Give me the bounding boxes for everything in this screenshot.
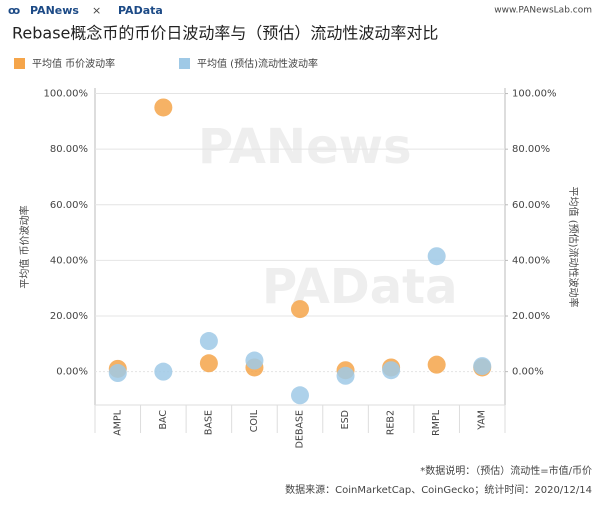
y2-tick-label: 20.00%	[512, 311, 550, 322]
y-tick-label: 100.00%	[44, 89, 89, 100]
x-tick-label: RMPL	[431, 409, 442, 436]
watermark: PAData	[262, 259, 458, 315]
y-axis-title: 平均值 币价波动率	[18, 205, 31, 288]
chart-title: Rebase概念币的币价日波动率与（预估）流动性波动率对比	[12, 24, 438, 43]
note: *数据说明：（预估）流动性=市值/币价	[420, 464, 592, 477]
y2-tick-label: 40.00%	[512, 255, 550, 266]
x-tick-label: ESD	[340, 410, 351, 429]
dot	[199, 354, 218, 373]
legend-swatch	[179, 58, 190, 69]
legend-swatch	[14, 58, 25, 69]
x-tick-label: DEBASE	[295, 410, 306, 448]
legend-label: 平均值 (预估)流动性波动率	[197, 57, 318, 70]
dot	[291, 386, 309, 405]
brand: PAData	[118, 4, 163, 17]
y-tick-label: 80.00%	[50, 144, 88, 155]
logo: ꝏ	[8, 4, 20, 17]
dot	[382, 361, 401, 380]
dot	[108, 364, 127, 383]
x-tick-label: REB2	[386, 410, 397, 435]
dot	[336, 366, 355, 385]
y2-tick-label: 80.00%	[512, 144, 550, 155]
dot	[154, 98, 173, 117]
dot	[245, 351, 264, 370]
x-tick-label: YAM	[477, 410, 488, 431]
y-tick-label: 60.00%	[50, 200, 88, 211]
x-tick-label: BASE	[203, 410, 214, 435]
dot	[427, 355, 446, 374]
x-tick-label: AMPL	[112, 409, 123, 435]
y2-tick-label: 0.00%	[512, 367, 544, 378]
watermark: PANews	[198, 119, 412, 175]
x-tick-label: BAC	[158, 410, 169, 430]
y2-axis-title: 平均值 (预估)流动性波动率	[567, 187, 580, 308]
brand: ×	[92, 4, 101, 17]
url: www.PANewsLab.com	[494, 6, 592, 16]
x-tick-label: COIL	[249, 409, 260, 432]
dot	[473, 357, 492, 376]
y-tick-label: 0.00%	[56, 367, 88, 378]
y2-tick-label: 60.00%	[512, 200, 550, 211]
brand: PANews	[30, 4, 79, 17]
y-tick-label: 20.00%	[50, 311, 88, 322]
dot	[199, 332, 218, 351]
y-tick-label: 40.00%	[50, 255, 88, 266]
dot	[154, 362, 173, 381]
y2-tick-label: 100.00%	[512, 89, 557, 100]
dot	[291, 300, 309, 319]
note: 数据来源：CoinMarketCap、CoinGecko；统计时间：2020/1…	[285, 483, 592, 496]
legend-label: 平均值 币价波动率	[32, 57, 115, 70]
dot	[427, 247, 446, 266]
